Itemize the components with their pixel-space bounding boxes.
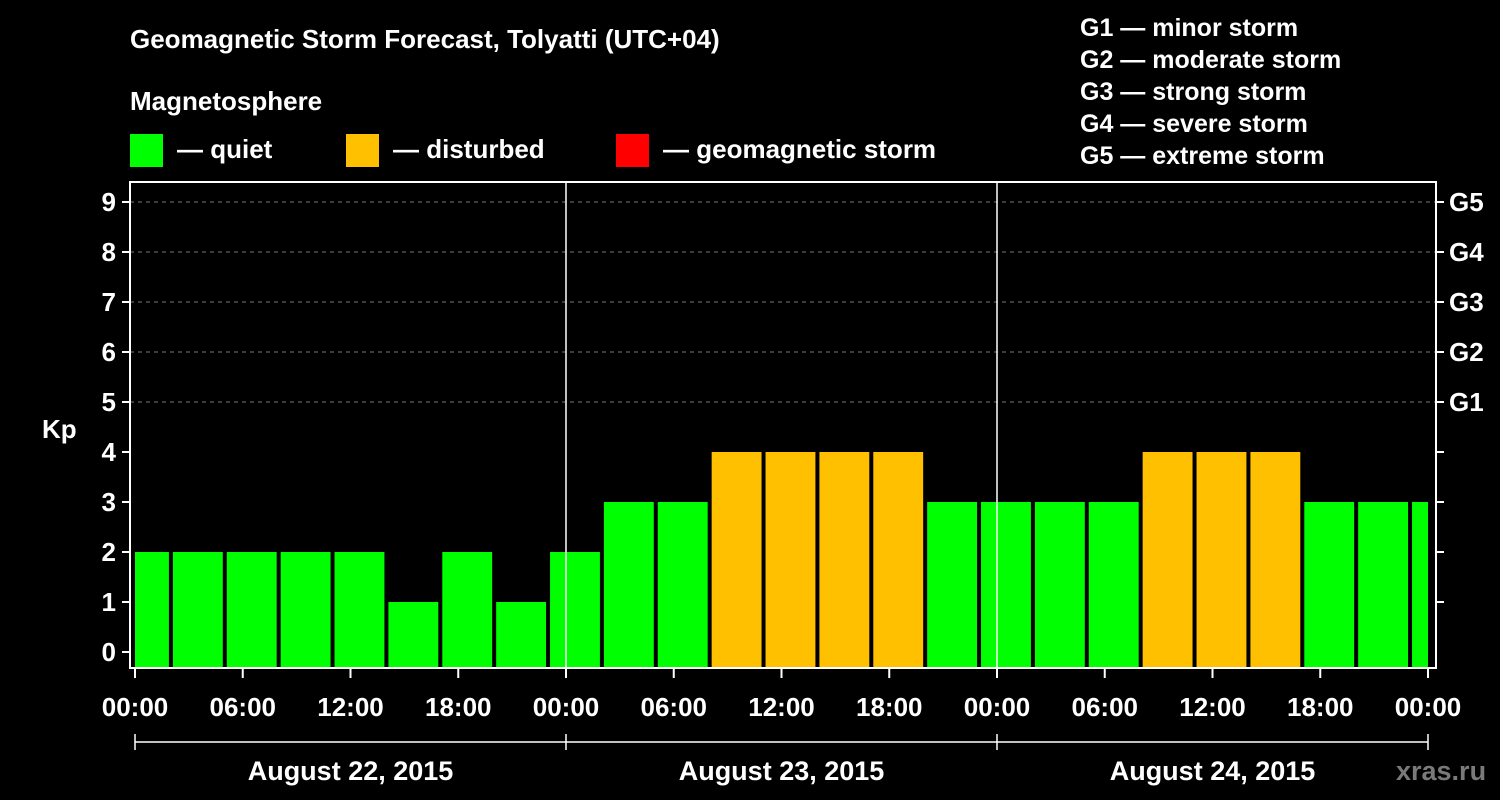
y-tick-label-4: 4 <box>102 437 117 467</box>
kp-bar-13 <box>819 452 870 668</box>
kp-bar-18 <box>1088 502 1139 668</box>
x-tick-label-2: 12:00 <box>317 692 384 722</box>
right-tick-label-g2: G2 <box>1449 337 1484 367</box>
x-tick-label-1: 06:00 <box>210 692 277 722</box>
kp-bar-23 <box>1358 502 1409 668</box>
day-label-1: August 23, 2015 <box>679 756 885 786</box>
kp-bar-14 <box>873 452 924 668</box>
x-tick-label-9: 06:00 <box>1072 692 1139 722</box>
kp-bar-9 <box>603 502 654 668</box>
right-tick-label-g4: G4 <box>1449 237 1484 267</box>
magnetosphere-label: Magnetosphere <box>130 86 323 116</box>
kp-bar-3 <box>280 552 331 668</box>
y-tick-label-8: 8 <box>102 237 116 267</box>
y-tick-label-0: 0 <box>102 637 116 667</box>
legend-disturbed-swatch <box>346 134 379 167</box>
legend-storm-label: — geomagnetic storm <box>663 134 937 164</box>
kp-bar-15 <box>927 502 978 668</box>
plot-frame <box>129 181 1437 669</box>
kp-bar-19 <box>1142 452 1193 668</box>
legend-storm-swatch <box>616 134 649 167</box>
kp-bar-7 <box>496 602 547 668</box>
chart-title: Geomagnetic Storm Forecast, Tolyatti (UT… <box>130 24 720 54</box>
kp-bar-6 <box>442 552 493 668</box>
storm-scale-g2: G2 — moderate storm <box>1080 46 1342 74</box>
storm-scale-g1: G1 — minor storm <box>1080 14 1299 42</box>
y-axis-label: Kp <box>42 414 77 444</box>
right-tick-label-g5: G5 <box>1449 187 1484 217</box>
y-tick-label-1: 1 <box>102 587 116 617</box>
kp-bar-10 <box>657 502 708 668</box>
x-tick-label-12: 00:00 <box>1395 692 1462 722</box>
x-tick-label-6: 12:00 <box>748 692 815 722</box>
kp-bar-4 <box>334 552 385 668</box>
legend-disturbed-label: — disturbed <box>393 134 545 164</box>
x-tick-label-8: 00:00 <box>964 692 1031 722</box>
storm-scale-g3: G3 — strong storm <box>1080 78 1307 106</box>
storm-scale-g5: G5 — extreme storm <box>1080 142 1325 170</box>
kp-bar-5 <box>388 602 439 668</box>
kp-bar-22 <box>1304 502 1355 668</box>
right-tick-label-g3: G3 <box>1449 287 1484 317</box>
kp-bar-21 <box>1250 452 1301 668</box>
kp-bar-2 <box>226 552 277 668</box>
storm-scale-g4: G4 — severe storm <box>1080 110 1308 138</box>
x-tick-label-10: 12:00 <box>1179 692 1246 722</box>
kp-bar-20 <box>1196 452 1247 668</box>
kp-bar-12 <box>765 452 816 668</box>
y-tick-label-2: 2 <box>102 537 116 567</box>
x-tick-label-4: 00:00 <box>533 692 600 722</box>
right-tick-label-g1: G1 <box>1449 387 1484 417</box>
x-tick-label-3: 18:00 <box>425 692 492 722</box>
kp-bar-1 <box>172 552 223 668</box>
kp-bar-24 <box>1412 502 1428 668</box>
day-label-2: August 24, 2015 <box>1110 756 1316 786</box>
y-tick-label-7: 7 <box>102 287 116 317</box>
x-tick-label-11: 18:00 <box>1287 692 1354 722</box>
kp-bar-11 <box>711 452 762 668</box>
watermark: xras.ru <box>1396 756 1487 786</box>
legend-quiet-swatch <box>130 134 163 167</box>
legend-quiet-label: — quiet <box>177 134 273 164</box>
x-tick-label-7: 18:00 <box>856 692 923 722</box>
kp-bar-8 <box>550 552 600 668</box>
y-tick-label-6: 6 <box>102 337 116 367</box>
y-tick-label-3: 3 <box>102 487 116 517</box>
day-label-0: August 22, 2015 <box>248 756 454 786</box>
x-tick-label-5: 06:00 <box>641 692 708 722</box>
kp-bar-17 <box>1034 502 1085 668</box>
kp-bar-0 <box>135 552 169 668</box>
y-tick-label-9: 9 <box>102 187 116 217</box>
kp-bar-16 <box>981 502 1031 668</box>
x-tick-label-0: 00:00 <box>102 692 169 722</box>
y-tick-label-5: 5 <box>102 387 116 417</box>
